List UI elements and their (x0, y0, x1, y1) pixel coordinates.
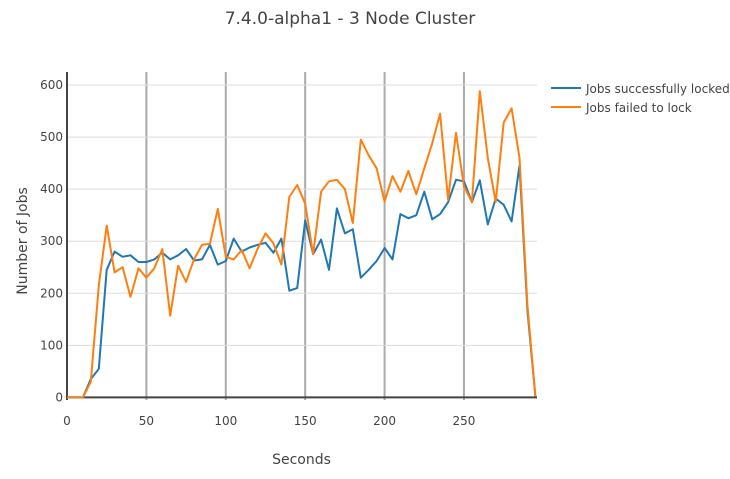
chart-title: 7.4.0-alpha1 - 3 Node Cluster (225, 9, 476, 29)
x-tick-label: 150 (294, 414, 317, 428)
y-tick-label: 500 (40, 130, 63, 144)
x-tick-label: 0 (63, 414, 71, 428)
y-tick-label: 300 (40, 234, 63, 248)
series-line-0[interactable] (67, 164, 537, 399)
legend-label-successfully-locked: Jobs successfully locked (585, 82, 730, 96)
x-tick-label: 100 (214, 414, 237, 428)
series-line-1[interactable] (67, 90, 537, 399)
grid (67, 72, 537, 400)
series-lines (67, 90, 537, 399)
y-tick-label: 600 (40, 78, 63, 92)
y-tick-label: 100 (40, 338, 63, 352)
y-tick-label: 400 (40, 182, 63, 196)
x-tick-label: 250 (453, 414, 476, 428)
y-tick-label: 200 (40, 286, 63, 300)
axes (66, 72, 537, 400)
legend: Jobs successfully locked Jobs failed to … (551, 82, 730, 115)
y-axis-title: Number of Jobs (15, 187, 31, 295)
x-axis-title: Seconds (272, 452, 331, 468)
legend-item-successfully-locked[interactable]: Jobs successfully locked (551, 82, 730, 96)
y-tick-label: 0 (55, 390, 63, 404)
legend-item-failed-to-lock[interactable]: Jobs failed to lock (551, 101, 692, 115)
tick-labels: 0 50 100 150 200 250 0 100 200 300 400 500 600 (40, 78, 475, 428)
legend-label-failed-to-lock: Jobs failed to lock (585, 101, 692, 115)
x-tick-label: 50 (139, 414, 154, 428)
x-tick-label: 200 (373, 414, 396, 428)
